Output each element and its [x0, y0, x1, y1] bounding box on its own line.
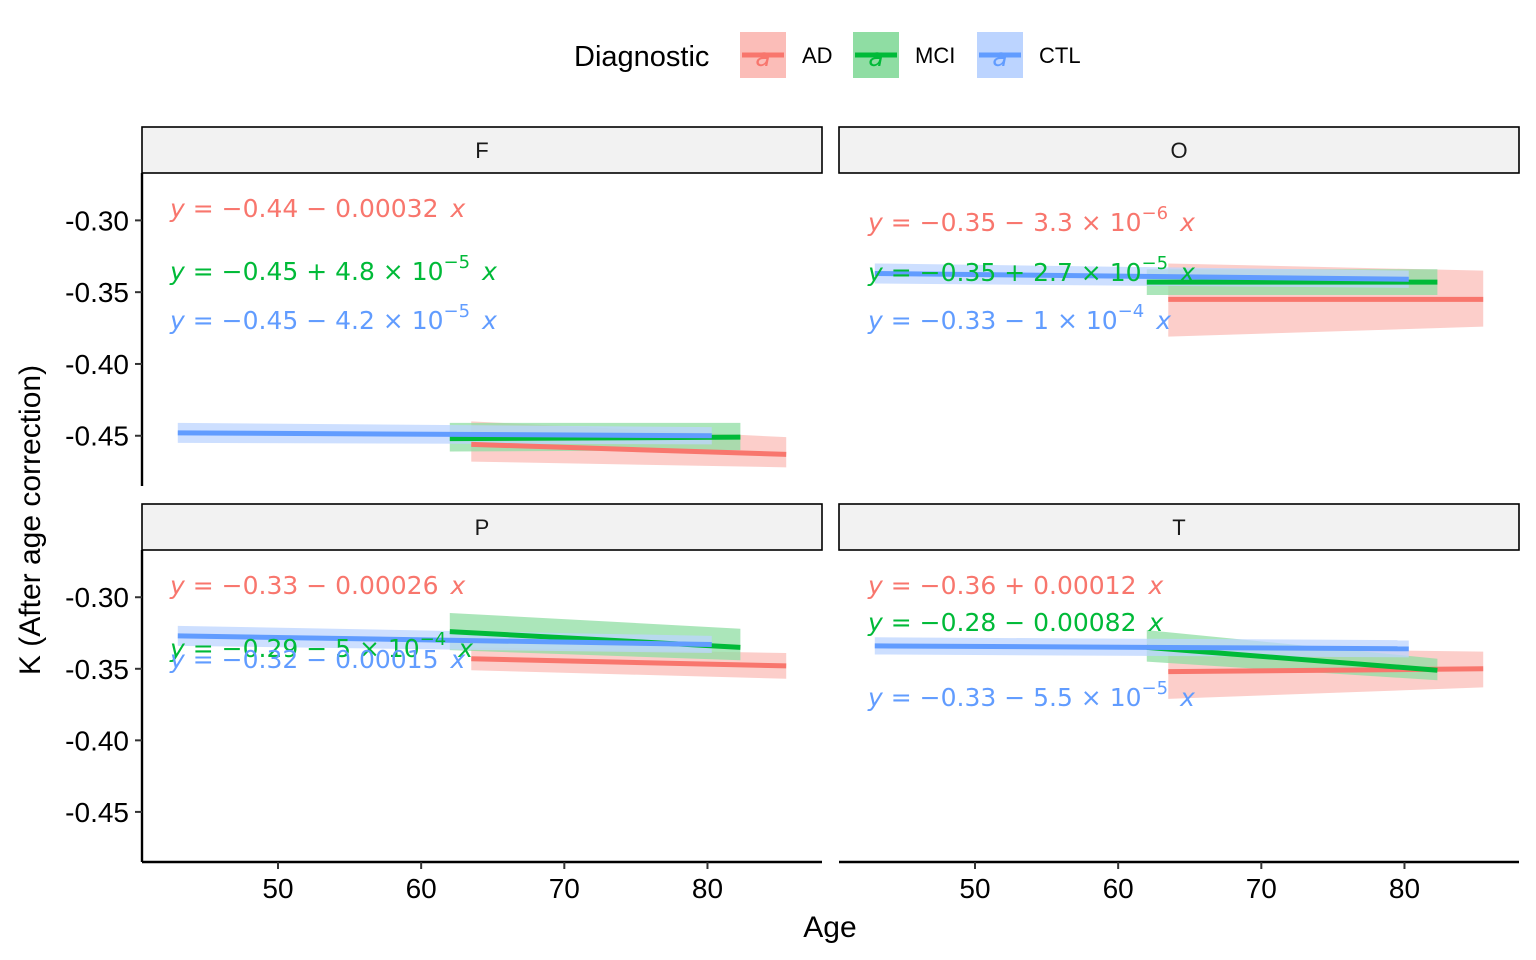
equation-ctl: y = −0.33 − 1 × 10−4 x	[867, 301, 1171, 335]
x-tick-label: 80	[1389, 873, 1420, 904]
legend: Diagnostic a AD a MCI a CTL	[574, 32, 1081, 78]
legend-key-glyph: a	[992, 43, 1007, 72]
legend-label: CTL	[1039, 43, 1081, 68]
fit-line-ctl	[874, 643, 1409, 652]
x-tick-label: 70	[549, 873, 580, 904]
y-tick-label: -0.45	[65, 421, 129, 452]
x-tick-label: 70	[1246, 873, 1277, 904]
facet-strip-label: F	[475, 138, 488, 163]
legend-item-ad: a AD	[740, 32, 833, 78]
facet-strip	[141, 503, 823, 551]
y-tick-label: -0.35	[65, 277, 129, 308]
panel-p: Py = −0.33 − 0.00026 x y = −0.29 − 5 × 10−…	[65, 503, 823, 904]
legend-key-glyph: a	[868, 43, 883, 72]
facet-strip-label: T	[1172, 515, 1185, 540]
legend-key-glyph: a	[755, 43, 770, 72]
equation-ad: y = −0.36 + 0.00012 x	[867, 571, 1163, 600]
fit-line-ctl	[177, 430, 712, 439]
equation-ctl: y = −0.45 − 4.2 × 10−5 x	[169, 301, 497, 335]
facet-strip	[838, 126, 1520, 174]
x-tick-label: 60	[1103, 873, 1134, 904]
y-tick-label: -0.30	[65, 205, 129, 236]
equation-mci: y = −0.45 + 4.8 × 10−5 x	[169, 252, 497, 286]
facet-strip-label: O	[1170, 138, 1187, 163]
equation-ad: y = −0.44 − 0.00032 x	[169, 194, 465, 223]
equation-ctl: y = −0.32 − 0.00015 x	[169, 645, 465, 674]
legend-label: AD	[802, 43, 833, 68]
equation-mci: y = −0.29 − 5 × 10−4 x	[169, 629, 473, 663]
panel-f: Fy = −0.44 − 0.00032 x y = −0.45 + 4.8 × 1…	[65, 126, 823, 486]
legend-title: Diagnostic	[574, 41, 709, 73]
facet-strip-label: P	[475, 515, 490, 540]
facet-strip	[141, 126, 823, 174]
x-tick-label: 50	[959, 873, 990, 904]
legend-item-ctl: a CTL	[977, 32, 1081, 78]
panel-o: Oy = −0.35 − 3.3 × 10−6 x y = −0.35 + 2.7 …	[838, 126, 1520, 337]
equation-ctl: y = −0.33 − 5.5 × 10−5 x	[867, 678, 1195, 712]
y-tick-label: -0.45	[65, 797, 129, 828]
facet-strip	[838, 503, 1520, 551]
x-tick-label: 50	[262, 873, 293, 904]
legend-item-mci: a MCI	[853, 32, 955, 78]
fit-line-ctl	[874, 271, 1409, 282]
x-axis-title: Age	[803, 911, 856, 944]
equation-ad: y = −0.33 − 0.00026 x	[169, 571, 465, 600]
y-tick-label: -0.40	[65, 349, 129, 380]
legend-label: MCI	[915, 43, 955, 68]
panel-t: Ty = −0.36 + 0.00012 x y = −0.28 − 0.00082…	[838, 503, 1520, 904]
y-tick-label: -0.30	[65, 582, 129, 613]
equation-ad: y = −0.35 − 3.3 × 10−6 x	[867, 203, 1195, 237]
y-tick-label: -0.40	[65, 725, 129, 756]
equation-mci: y = −0.28 − 0.00082 x	[867, 608, 1163, 637]
fit-line-ad	[471, 656, 787, 669]
y-axis-title: K (After age correction)	[14, 365, 47, 675]
y-tick-label: -0.35	[65, 654, 129, 685]
x-tick-label: 80	[692, 873, 723, 904]
fit-line-ctl	[177, 633, 712, 647]
x-tick-label: 60	[406, 873, 437, 904]
equation-mci: y = −0.35 + 2.7 × 10−5 x	[867, 253, 1195, 287]
fit-line-mci	[1146, 644, 1438, 673]
fit-line-ad	[471, 441, 787, 457]
